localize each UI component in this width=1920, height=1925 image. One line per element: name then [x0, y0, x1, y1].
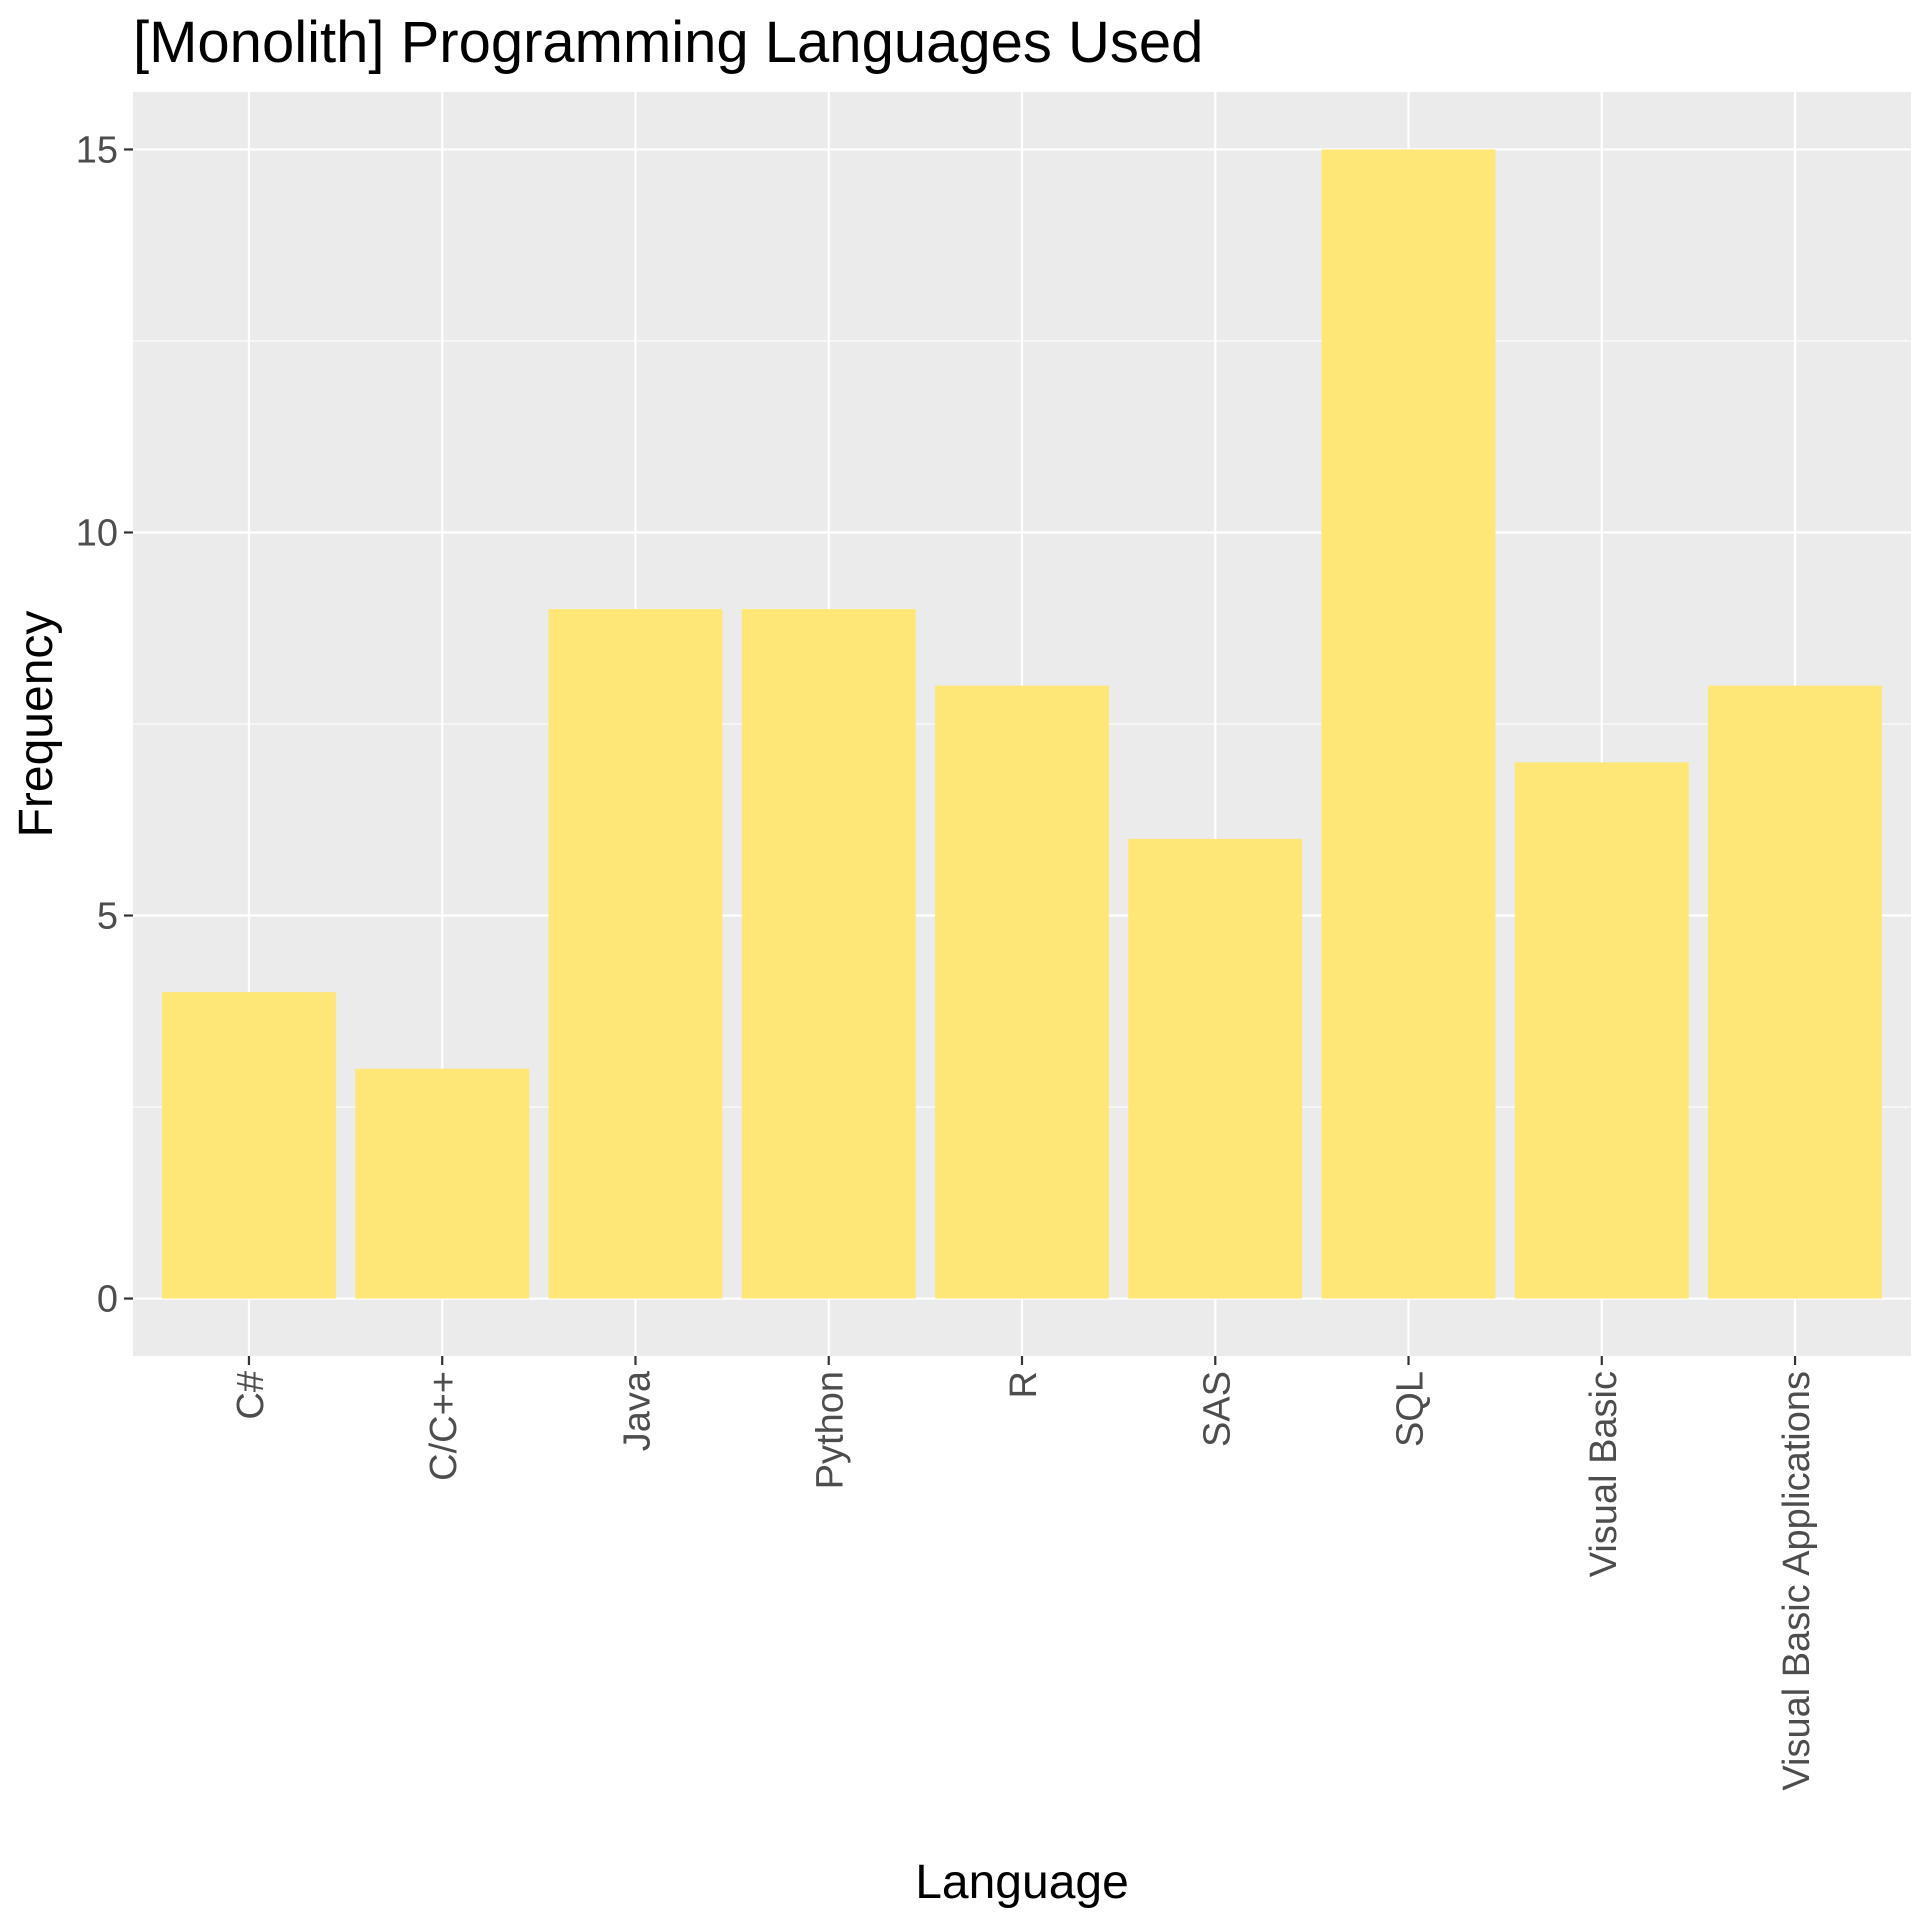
bar — [161, 992, 336, 1299]
tick-labels: 0 5 10 15 C# C/C++ Java Python R SAS SQL Visual Bas… — [76, 129, 1818, 1790]
bar — [1708, 685, 1883, 1299]
chart-title: [Monolith] Programming Languages Used — [133, 10, 1203, 75]
x-tick-label: Visual Basic Applications — [1776, 1371, 1818, 1791]
y-tick-label: 5 — [97, 896, 118, 938]
x-tick-label: Visual Basic — [1583, 1371, 1625, 1577]
x-tick-label: Java — [616, 1370, 658, 1451]
y-tick-label: 15 — [76, 129, 118, 171]
bar — [741, 609, 916, 1299]
bar — [1514, 762, 1689, 1299]
x-tick-label: C# — [230, 1371, 272, 1420]
x-tick-label: SQL — [1390, 1371, 1432, 1447]
bar — [935, 685, 1109, 1299]
bars — [161, 149, 1883, 1299]
bar — [1321, 149, 1496, 1299]
x-tick-label: C/C++ — [423, 1371, 465, 1481]
bar — [548, 609, 723, 1299]
x-axis-title: Language — [915, 1856, 1129, 1909]
x-tick-label: R — [1003, 1371, 1045, 1398]
x-tick-label: Python — [810, 1371, 852, 1489]
bar — [355, 1068, 530, 1299]
x-tick-label: SAS — [1196, 1371, 1238, 1447]
y-tick-label: 0 — [97, 1279, 118, 1321]
bar — [1128, 838, 1303, 1299]
y-axis-title: Frequency — [10, 611, 63, 838]
axis-ticks — [124, 148, 1797, 1365]
y-tick-label: 10 — [76, 512, 118, 554]
